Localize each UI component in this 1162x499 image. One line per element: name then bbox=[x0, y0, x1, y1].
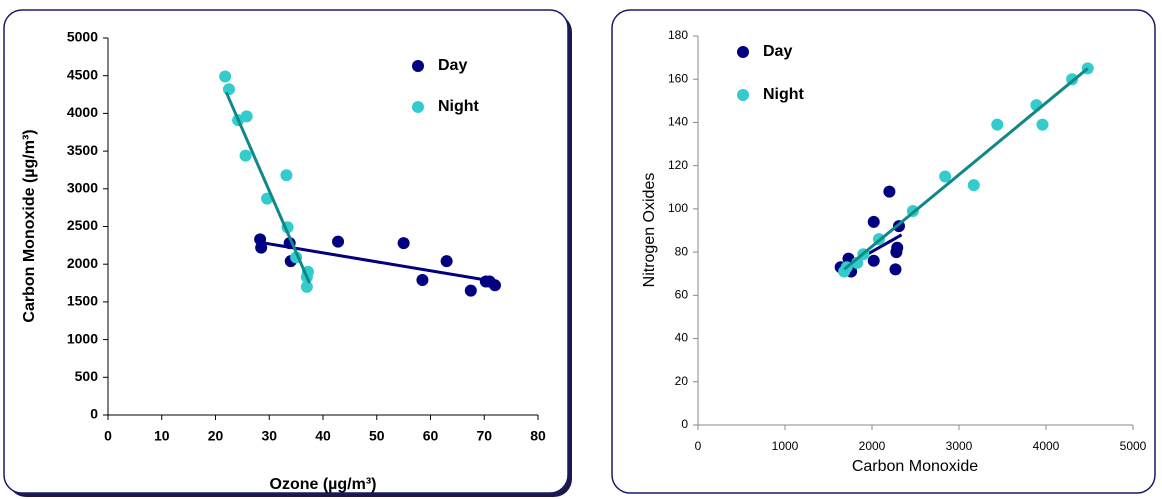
x-tick-label: 10 bbox=[154, 428, 170, 444]
point bbox=[239, 149, 252, 162]
point bbox=[255, 241, 268, 254]
x-tick-label: 4000 bbox=[1033, 439, 1060, 453]
y-tick-label: 120 bbox=[668, 158, 688, 172]
x-tick-label: 0 bbox=[695, 439, 702, 453]
y-tick-label: 3500 bbox=[67, 142, 98, 158]
legend-marker bbox=[737, 89, 749, 101]
point bbox=[332, 235, 345, 248]
trendline bbox=[843, 67, 1089, 271]
x-tick-label: 3000 bbox=[946, 439, 973, 453]
point bbox=[991, 118, 1004, 131]
legend-marker bbox=[737, 46, 749, 58]
x-tick-label: 30 bbox=[261, 428, 277, 444]
y-axis-label: Carbon Monoxide (µg/m³) bbox=[21, 129, 38, 322]
point bbox=[889, 263, 902, 276]
x-tick-label: 5000 bbox=[1120, 439, 1147, 453]
legend-label: Night bbox=[438, 98, 480, 115]
y-tick-label: 3000 bbox=[67, 180, 98, 196]
point bbox=[416, 274, 429, 287]
y-tick-label: 140 bbox=[668, 115, 688, 129]
y-tick-label: 4500 bbox=[67, 66, 98, 82]
point bbox=[240, 110, 253, 123]
x-axis-label: Carbon Monoxide bbox=[852, 458, 978, 475]
point bbox=[891, 241, 904, 254]
y-tick-label: 80 bbox=[675, 244, 689, 258]
x-tick-label: 20 bbox=[208, 428, 224, 444]
y-tick-label: 1500 bbox=[67, 293, 98, 309]
panel bbox=[3, 9, 569, 494]
y-tick-label: 1000 bbox=[67, 330, 98, 346]
legend-marker bbox=[412, 101, 424, 113]
point bbox=[883, 185, 896, 198]
x-axis-label: Ozone (µg/m³) bbox=[270, 476, 377, 493]
point bbox=[939, 170, 952, 183]
trendline bbox=[224, 91, 311, 284]
x-tick-label: 80 bbox=[530, 428, 546, 444]
legend-label: Day bbox=[438, 57, 467, 74]
y-tick-label: 60 bbox=[675, 288, 689, 302]
y-tick-label: 180 bbox=[668, 28, 688, 42]
x-tick-label: 50 bbox=[369, 428, 385, 444]
legend-label: Night bbox=[763, 86, 805, 103]
x-tick-label: 40 bbox=[315, 428, 331, 444]
point bbox=[440, 255, 453, 268]
legend-marker bbox=[412, 60, 424, 72]
panel bbox=[611, 9, 1156, 494]
y-tick-label: 4000 bbox=[67, 104, 98, 120]
y-tick-label: 160 bbox=[668, 71, 688, 85]
point bbox=[867, 215, 880, 228]
point bbox=[280, 169, 293, 182]
y-tick-label: 100 bbox=[668, 201, 688, 215]
y-tick-label: 2000 bbox=[67, 255, 98, 271]
y-tick-label: 0 bbox=[90, 406, 98, 422]
point bbox=[397, 237, 410, 250]
trendline bbox=[259, 240, 496, 284]
point bbox=[464, 284, 477, 297]
point bbox=[867, 254, 880, 267]
x-tick-label: 1000 bbox=[772, 439, 799, 453]
x-tick-label: 70 bbox=[476, 428, 492, 444]
x-tick-label: 60 bbox=[423, 428, 439, 444]
point bbox=[222, 83, 235, 96]
y-tick-label: 2500 bbox=[67, 217, 98, 233]
y-tick-label: 500 bbox=[75, 368, 99, 384]
point bbox=[967, 179, 980, 192]
y-tick-label: 40 bbox=[675, 331, 689, 345]
point bbox=[1036, 118, 1049, 131]
legend-label: Day bbox=[763, 43, 792, 60]
y-tick-label: 20 bbox=[675, 374, 689, 388]
point bbox=[300, 280, 313, 293]
x-tick-label: 2000 bbox=[859, 439, 886, 453]
point bbox=[219, 70, 232, 83]
x-tick-label: 0 bbox=[104, 428, 112, 444]
y-axis-label: Nitrogen Oxides bbox=[641, 173, 658, 288]
y-tick-label: 5000 bbox=[67, 29, 98, 45]
y-tick-label: 0 bbox=[681, 417, 688, 431]
